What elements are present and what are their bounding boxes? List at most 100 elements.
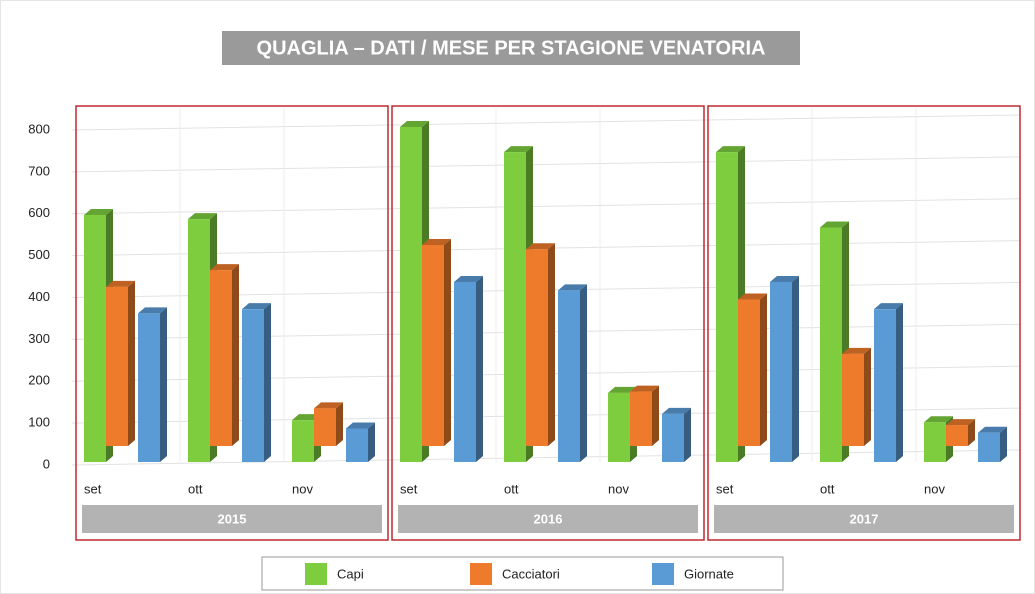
bar: [242, 309, 264, 462]
x-tick-label: ott: [820, 481, 835, 496]
bar: [770, 281, 792, 462]
bar: [504, 152, 526, 462]
grid-line: [71, 114, 1021, 131]
bar-top: [188, 213, 217, 220]
bar-top: [770, 275, 799, 282]
bar: [738, 299, 760, 446]
bar-side: [128, 280, 135, 446]
bar-top: [662, 407, 691, 414]
x-tick-label: nov: [924, 481, 945, 496]
y-tick-label: 700: [28, 163, 50, 178]
bar-top: [842, 347, 871, 354]
bar: [346, 428, 368, 462]
bar-top: [874, 303, 903, 310]
bar: [820, 227, 842, 462]
group-box: [707, 105, 1021, 541]
bar-side: [232, 264, 239, 446]
x-tick-label: nov: [292, 481, 313, 496]
bar-top: [106, 280, 135, 287]
grid-line: [71, 449, 1021, 466]
grid-line: [71, 198, 1021, 215]
group-label: 2015: [218, 511, 247, 526]
bar-top: [738, 293, 767, 300]
bar-side: [968, 419, 975, 446]
group-box: [391, 105, 705, 541]
grid-line: [71, 156, 1021, 173]
legend-label: Capi: [337, 566, 364, 581]
x-tick-label: ott: [504, 481, 519, 496]
bar-side: [684, 407, 691, 462]
legend-swatch: [305, 563, 327, 585]
bar-top: [924, 416, 953, 423]
bar: [526, 249, 548, 446]
y-tick-label: 600: [28, 205, 50, 220]
legend-swatch: [470, 563, 492, 585]
bar-side: [760, 293, 767, 446]
group-label-box: [398, 505, 698, 533]
bar-side: [336, 402, 343, 446]
bar: [422, 245, 444, 446]
bar-top: [84, 208, 113, 215]
group-label: 2016: [534, 511, 563, 526]
y-tick-label: 100: [28, 415, 50, 430]
bar-top: [400, 121, 429, 127]
bar-side: [652, 385, 659, 446]
bar-top: [242, 303, 271, 310]
bar: [608, 392, 630, 462]
bar-side: [792, 275, 799, 462]
bar-top: [946, 419, 975, 426]
x-tick-label: ott: [188, 481, 203, 496]
legend-label: Cacciatori: [502, 566, 560, 581]
bar-top: [292, 414, 321, 421]
bar: [716, 152, 738, 462]
bar-top: [820, 221, 849, 228]
bar-top: [558, 284, 587, 291]
bar-side: [896, 303, 903, 462]
x-tick-label: set: [716, 481, 734, 496]
y-tick-label: 0: [43, 456, 50, 471]
bar-top: [346, 422, 375, 429]
bar: [558, 290, 580, 462]
bar: [874, 309, 896, 462]
bar-top: [210, 264, 239, 271]
bar-side: [864, 347, 871, 446]
legend-box: [261, 556, 784, 591]
bar: [84, 214, 106, 462]
bar-top: [526, 243, 555, 250]
bar-top: [608, 386, 637, 393]
x-tick-label: set: [84, 481, 102, 496]
bar-top: [630, 385, 659, 392]
legend-label: Giornate: [684, 566, 734, 581]
group-label-box: [714, 505, 1014, 533]
bar: [138, 313, 160, 462]
bar: [400, 127, 422, 462]
bar: [454, 281, 476, 462]
bar: [842, 353, 864, 446]
bar: [188, 219, 210, 462]
bar: [946, 425, 968, 446]
bar: [978, 432, 1000, 462]
group-label: 2017: [850, 511, 879, 526]
bar-side: [160, 307, 167, 462]
y-tick-label: 200: [28, 373, 50, 388]
bar-top: [314, 402, 343, 409]
bar: [314, 408, 336, 446]
bar-top: [138, 307, 167, 314]
bar-top: [504, 146, 533, 153]
bar-side: [1000, 426, 1007, 462]
bar-side: [368, 422, 375, 462]
bar-top: [978, 426, 1007, 433]
title-box: [222, 31, 800, 65]
bar: [292, 420, 314, 462]
bar-top: [454, 275, 483, 282]
bar: [106, 286, 128, 446]
bar: [630, 391, 652, 446]
y-tick-label: 400: [28, 289, 50, 304]
bar-side: [548, 243, 555, 446]
bar-top: [716, 146, 745, 153]
legend-swatch: [652, 563, 674, 585]
x-tick-label: set: [400, 481, 418, 496]
x-tick-label: nov: [608, 481, 629, 496]
bar-side: [476, 275, 483, 462]
